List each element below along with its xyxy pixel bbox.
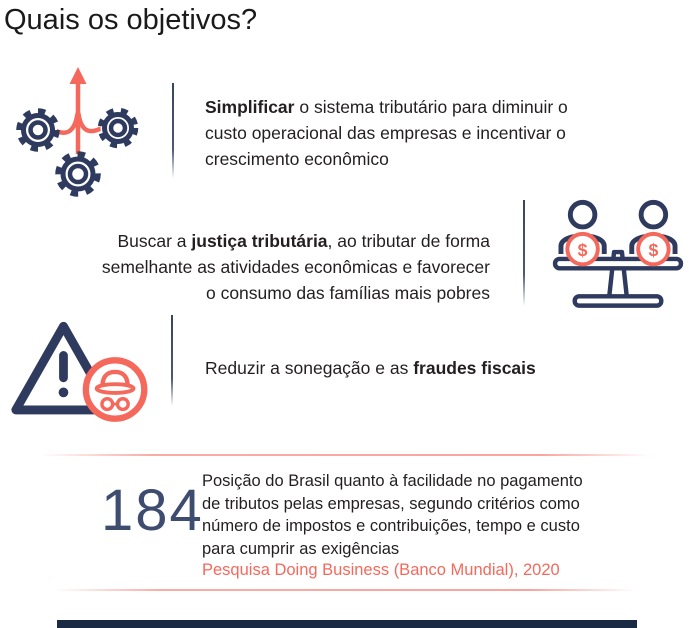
objective-text-simplify: Simplificar o sistema tributário para di… [205,97,568,169]
horizontal-divider [55,589,635,591]
horizontal-divider [40,454,650,456]
vertical-divider [523,200,525,306]
page-title: Quais os objetivos? [4,4,258,36]
bottom-bar [57,620,637,628]
person-icon [558,199,607,255]
arrow-up-icon [51,67,105,159]
gear-icon [16,108,60,152]
spy-icon [82,357,148,422]
svg-text:$: $ [578,240,588,260]
gears-merge-icon [16,67,139,197]
ranking-source: Pesquisa Doing Business (Banco Mundial),… [202,561,560,579]
ranking-number: 184 [101,478,204,543]
svg-text:$: $ [648,240,658,260]
balance-base [572,294,664,308]
exclamation-icon [58,351,69,398]
vertical-divider [171,315,173,406]
vertical-divider [172,83,174,178]
dollar-coin-icon: $ [565,231,600,267]
dollar-coin-icon: $ [636,231,671,267]
objective-text-justice: Buscar a justiça tributária, ao tributar… [101,231,490,303]
fraud-warning-icon [11,321,148,422]
equality-balance-icon: $ $ [552,199,684,308]
objective-text-fraud: Reduzir a sonegação e as fraudes fiscais [205,358,536,378]
person-icon [629,199,678,255]
gear-icon [97,107,139,149]
gear-icon [55,151,101,197]
ranking-description: Posição do Brasil quanto à facilidade no… [202,472,583,558]
